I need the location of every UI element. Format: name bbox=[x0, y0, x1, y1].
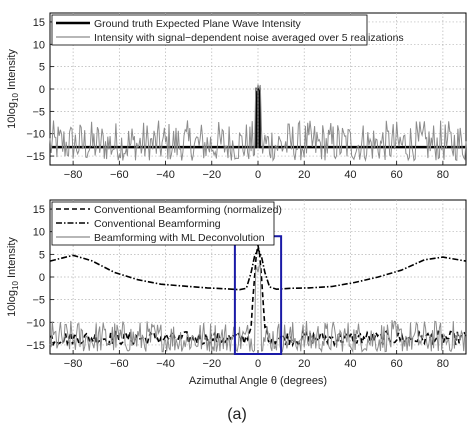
top-x-tick-label: −80 bbox=[64, 169, 83, 181]
top-y-tick-label: −5 bbox=[32, 106, 45, 118]
top-x-tick-label: 80 bbox=[437, 169, 449, 181]
bottom-x-tick-label: 20 bbox=[298, 358, 310, 370]
top-y-tick-label: 0 bbox=[39, 84, 45, 96]
top-series-layer bbox=[49, 84, 467, 162]
top-y-tick-label: 15 bbox=[33, 17, 45, 29]
top-y-tick-label: −10 bbox=[26, 129, 45, 141]
bottom-x-tick-label: 80 bbox=[437, 358, 449, 370]
bottom-series-2-line bbox=[49, 246, 467, 291]
top-x-tick-label: 60 bbox=[391, 169, 403, 181]
top-legend-label-ground-truth: Ground truth Expected Plane Wave Intensi… bbox=[94, 18, 302, 30]
top-legend-label-noisy: Intensity with signal−dependent noise av… bbox=[94, 32, 404, 44]
top-y-axis-label: 10log10 Intensity bbox=[6, 49, 20, 129]
bottom-x-tick-label: 40 bbox=[344, 358, 356, 370]
top-legend-box bbox=[51, 14, 368, 46]
top-y-tick-label: −15 bbox=[26, 151, 45, 163]
bottom-y-tick-label: 5 bbox=[39, 249, 45, 261]
top-x-tick-label: 0 bbox=[255, 169, 261, 181]
bottom-x-axis-label: Azimuthal Angle θ (degrees) bbox=[189, 375, 327, 387]
bottom-tick-labels: −80 −60 −40 −20 0 20 40 60 80 15 10 5 0 −5 −10 −15 bbox=[26, 204, 449, 370]
top-subplot: −80 −60 −40 −20 0 20 40 60 80 15 10 5 0 −5 −10 −15 10lo… bbox=[6, 12, 467, 181]
bottom-y-tick-label: 15 bbox=[33, 204, 45, 216]
bottom-y-axis-label: 10log10 Intensity bbox=[6, 237, 20, 317]
top-x-tick-label: −60 bbox=[110, 169, 129, 181]
top-series-2-line bbox=[49, 84, 467, 162]
bottom-y-tick-label: 0 bbox=[39, 272, 45, 284]
top-y-tick-label: 10 bbox=[33, 39, 45, 51]
bottom-legend: Conventional Beamforming (normalized) Co… bbox=[51, 201, 282, 246]
bottom-subplot: −80 −60 −40 −20 0 20 40 60 80 15 10 5 0 −5 −10 −15 10lo… bbox=[6, 199, 467, 387]
top-y-tick-label: 5 bbox=[39, 62, 45, 74]
top-x-tick-label: −20 bbox=[202, 169, 221, 181]
bottom-legend-label-ml-deconvolution: Beamforming with ML Deconvolution bbox=[94, 232, 265, 244]
bottom-legend-label-conventional: Conventional Beamforming bbox=[94, 218, 221, 230]
bottom-y-tick-label: −15 bbox=[26, 340, 45, 352]
figure-caption: (a) bbox=[227, 406, 247, 423]
top-x-tick-label: 40 bbox=[344, 169, 356, 181]
bottom-x-tick-label: −40 bbox=[156, 358, 175, 370]
bottom-legend-label-normalized: Conventional Beamforming (normalized) bbox=[94, 204, 282, 216]
bottom-y-tick-label: −5 bbox=[32, 295, 45, 307]
bottom-x-tick-label: 60 bbox=[391, 358, 403, 370]
bottom-y-tick-label: −10 bbox=[26, 317, 45, 329]
bottom-series-3-line bbox=[49, 265, 467, 354]
top-legend: Ground truth Expected Plane Wave Intensi… bbox=[51, 14, 404, 46]
bottom-x-tick-label: 0 bbox=[255, 358, 261, 370]
bottom-x-tick-label: −60 bbox=[110, 358, 129, 370]
bottom-x-tick-label: −80 bbox=[64, 358, 83, 370]
bottom-x-tick-label: −20 bbox=[202, 358, 221, 370]
top-tick-labels: −80 −60 −40 −20 0 20 40 60 80 15 10 5 0 −5 −10 −15 bbox=[26, 17, 449, 181]
top-x-tick-label: 20 bbox=[298, 169, 310, 181]
bottom-y-tick-label: 10 bbox=[33, 227, 45, 239]
top-x-tick-label: −40 bbox=[156, 169, 175, 181]
